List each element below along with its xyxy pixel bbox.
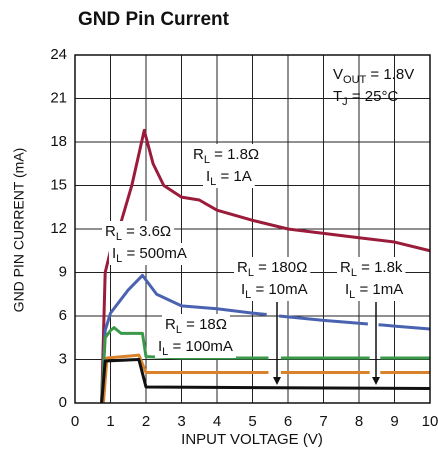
annotation-part: I (345, 281, 349, 298)
x-tick-label: 5 (248, 413, 256, 430)
series-line (100, 326, 430, 404)
y-tick-label: 24 (50, 46, 67, 63)
annotation-part: = 1A (216, 168, 251, 185)
x-tick-label: 7 (319, 413, 327, 430)
x-axis-label: INPUT VOLTAGE (V) (181, 431, 323, 448)
annotation-part: L (162, 346, 168, 358)
annotation-part: L (116, 231, 122, 243)
label-background (337, 257, 406, 279)
annotation-part: L (116, 253, 122, 265)
annotation-part: L (204, 154, 210, 166)
label-background (238, 279, 311, 301)
annotation-part: T (333, 88, 342, 105)
annotation-part: = 1.8k (357, 259, 403, 276)
label-background (203, 166, 255, 188)
annotation: IL = 1A (206, 168, 252, 188)
y-tick-label: 15 (50, 176, 67, 193)
label-background (190, 144, 263, 166)
y-tick-label: 6 (59, 307, 67, 324)
y-tick-label: 12 (50, 220, 67, 237)
annotation-part: L (351, 267, 357, 279)
arrow-head (372, 377, 380, 385)
x-tick-label: 9 (390, 413, 398, 430)
annotation-part: L (248, 267, 254, 279)
y-tick-label: 21 (50, 89, 67, 106)
annotation-part: = 180Ω (254, 259, 307, 276)
x-tick-label: 3 (177, 413, 185, 430)
annotation-part: = 10mA (251, 281, 307, 298)
annotation-part: = 1.8Ω (210, 146, 259, 163)
label-background (109, 243, 190, 265)
annotation: IL = 500mA (112, 245, 187, 265)
annotation-part: R (340, 259, 351, 276)
annotation: RL = 1.8Ω (193, 146, 259, 166)
annotation-part: I (241, 281, 245, 298)
annotation-part: V (333, 66, 343, 83)
annotation-part: = 25°C (348, 88, 399, 105)
y-tick-label: 0 (59, 394, 67, 411)
annotation: RL = 3.6Ω (105, 223, 171, 243)
label-background (155, 336, 236, 358)
label-background (234, 257, 311, 279)
annotation: RL = 1.8k (340, 259, 403, 279)
annotation-part: = 1mA (355, 281, 403, 298)
annotation-part: R (105, 223, 116, 240)
series-line (101, 353, 430, 404)
annotation-part: R (237, 259, 248, 276)
series-line (100, 358, 431, 404)
arrow-head (273, 377, 281, 385)
x-tick-label: 1 (106, 413, 114, 430)
plot-frame (74, 54, 431, 404)
annotation-part: R (165, 316, 176, 333)
series-line (100, 273, 431, 404)
annotation-part: I (158, 338, 162, 355)
x-tick-label: 8 (355, 413, 363, 430)
annotation: VOUT = 1.8V (333, 66, 414, 86)
annotation-part: = 18Ω (182, 316, 227, 333)
x-tick-label: 6 (284, 413, 292, 430)
annotation: IL = 10mA (241, 281, 308, 301)
annotation-part: = 3.6Ω (122, 223, 171, 240)
annotation-part: OUT (343, 74, 367, 86)
label-background (162, 314, 230, 336)
annotation: RL = 18Ω (165, 316, 227, 336)
annotation-part: J (342, 96, 348, 108)
y-axis-label: GND PIN CURRENT (mA) (11, 148, 27, 313)
annotation-part: L (210, 176, 216, 188)
x-tick-label: 10 (422, 413, 438, 430)
x-tick-label: 0 (71, 413, 79, 430)
y-tick-label: 3 (59, 350, 67, 367)
annotation: IL = 1mA (345, 281, 403, 301)
annotation-part: L (176, 324, 182, 336)
annotation-part: R (193, 146, 204, 163)
chart-title: GND Pin Current (78, 9, 230, 30)
annotation-part: = 100mA (168, 338, 233, 355)
x-tick-label: 2 (142, 413, 150, 430)
y-tick-label: 18 (50, 133, 67, 150)
annotation: TJ = 25°C (333, 88, 398, 108)
label-background (342, 279, 407, 301)
annotation-part: I (112, 245, 116, 262)
annotation-part: L (245, 289, 251, 301)
x-tick-label: 4 (213, 413, 221, 430)
annotation-part: = 500mA (122, 245, 187, 262)
label-background (102, 221, 175, 243)
y-tick-label: 9 (59, 263, 67, 280)
annotation-part: L (349, 289, 355, 301)
annotation: IL = 100mA (158, 338, 233, 358)
annotation-part: I (206, 168, 210, 185)
annotation: RL = 180Ω (237, 259, 307, 279)
annotation-part: = 1.8V (366, 66, 414, 83)
